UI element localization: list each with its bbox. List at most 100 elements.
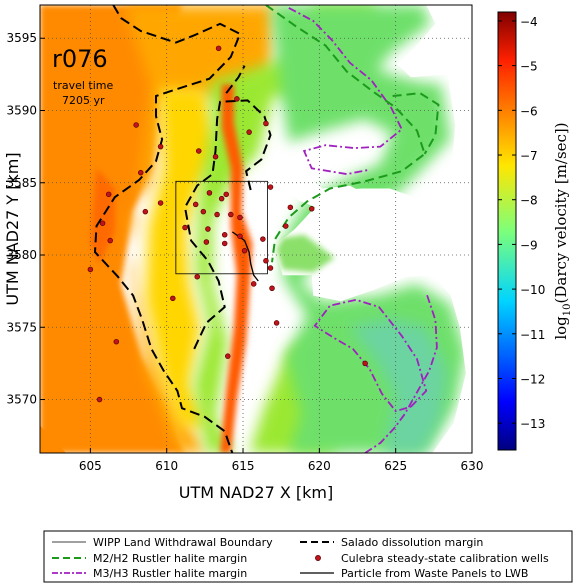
well-10 [206,190,213,196]
legend-item-1-label: WIPP Land Withdrawal Boundary [93,536,273,549]
well-5 [246,129,252,135]
field-region-4 [194,5,378,453]
well-14 [308,206,315,212]
well-30 [250,281,257,287]
colorbar-tick-label-7: −10 [520,283,545,297]
well-28 [267,265,274,271]
m3h3-margin-line-2 [313,298,428,413]
colorbar-tick-label-5: −8 [520,194,538,208]
colorbar-tick-label-10: −13 [520,417,545,431]
well-35 [273,320,280,326]
calibration-wells [87,45,368,403]
well-7 [105,191,112,198]
colorbar-tick-label-9: −12 [520,372,545,386]
colorbar-ticks: −4 −5 −6 −7 −8 −9 −10 −11 −12 −13 [498,15,545,431]
colorbar-tick-label-4: −7 [520,149,538,163]
colorbar [497,11,517,451]
travel-time-value: 7205 yr [62,94,105,107]
well-17 [228,211,234,218]
legend-item-4-label: Culebra steady-state calibration wells [341,552,549,565]
x-axis-label: UTM NAD27 X [km] [179,483,333,502]
well-32 [225,353,231,359]
run-label: r076 [52,45,108,73]
well-2 [157,143,164,150]
well-20 [205,226,211,232]
m2h2-margin-line-2 [392,92,440,155]
well-31 [269,285,275,292]
velocity-field [40,5,472,453]
well-18 [237,214,243,221]
legend-item-2-label: Salado dissolution margin [341,536,483,549]
well-25 [221,240,228,247]
field-region-6 [349,318,448,453]
well-36 [99,220,106,226]
x-tick-label-6: 630 [461,459,484,473]
x-tick-label-1: 605 [79,459,102,473]
y-tick-label-6: 3595 [6,31,37,45]
well-6 [263,120,269,127]
field-region-2 [105,5,274,453]
well-40 [215,45,222,52]
travel-time-label: travel time [53,79,113,92]
salado-margin-line-1 [93,5,242,453]
m3h3-margin-line-3 [364,292,438,453]
well-27 [263,258,269,264]
well-15 [200,208,207,215]
y-axis-ticks: 3570 3575 3580 3585 3590 3595 [6,31,45,407]
colorbar-tick-label-1: −4 [520,15,538,29]
colorbar-tick-label-6: −9 [520,238,538,252]
well-12 [267,184,274,190]
well-9 [192,201,199,208]
well-33 [170,295,176,302]
x-tick-label-4: 620 [308,459,331,473]
well-46 [96,396,103,403]
well-21 [221,232,228,238]
colorbar-label-rest: (Darcy velocity [m/sec]) [552,122,570,303]
salado-margin-line-3 [225,65,246,94]
legend-item-3-label: M2/H2 Rustler halite margin [93,552,247,565]
well-16 [214,211,220,218]
m3h3-margin-line-1 [288,7,403,176]
colorbar-label-prefix: log [552,316,570,340]
well-4 [212,153,219,160]
well-22 [237,233,243,239]
wipp-boundary [175,180,268,275]
well-29 [194,273,200,280]
legend-item-4-marker [315,555,321,561]
well-39 [113,338,120,345]
colorbar-tick-label-2: −5 [520,60,538,74]
well-3 [196,148,202,154]
colorbar-label: log10(Darcy velocity [m/sec]) [552,122,573,339]
well-44 [362,360,368,367]
m2h2-margin-line-1 [265,5,426,263]
x-axis-ticks: 605 610 615 620 625 630 [79,448,484,473]
well-24 [203,239,210,245]
x-tick-label-2: 610 [155,459,178,473]
margin-lines [93,5,440,453]
well-8 [157,200,164,206]
y-tick-label-2: 3575 [6,320,37,334]
y-tick-label-1: 3570 [6,393,37,407]
colorbar-label-sub: 10 [562,303,573,316]
well-41 [234,96,240,102]
legend: WIPP Land Withdrawal Boundary Salado diss… [43,530,573,583]
well-11 [223,191,229,198]
well-43 [137,169,144,176]
x-tick-label-3: 615 [232,459,255,473]
colorbar-tick-label-3: −6 [520,104,538,118]
legend-item-6-label: Particle from Waste Panels to LWB [341,567,528,580]
y-axis-label: UTM NAD27 Y [km] [3,152,22,305]
well-26 [241,247,248,254]
well-38 [87,266,94,273]
colorbar-tick-label-8: −11 [520,328,545,342]
field-region-9 [276,234,335,273]
well-42 [218,195,225,202]
well-19 [182,224,188,231]
x-tick-label-5: 625 [384,459,407,473]
well-45 [283,223,289,229]
well-1 [133,122,139,128]
legend-item-5-label: M3/H3 Rustler halite margin [93,567,247,580]
field-region-10 [40,425,66,453]
particle-path [231,231,259,282]
